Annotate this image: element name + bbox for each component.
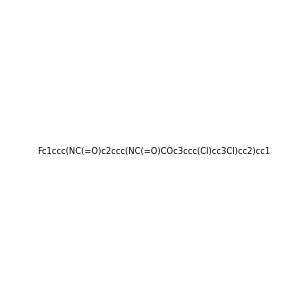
Text: Fc1ccc(NC(=O)c2ccc(NC(=O)COc3ccc(Cl)cc3Cl)cc2)cc1: Fc1ccc(NC(=O)c2ccc(NC(=O)COc3ccc(Cl)cc3C… — [37, 147, 270, 156]
